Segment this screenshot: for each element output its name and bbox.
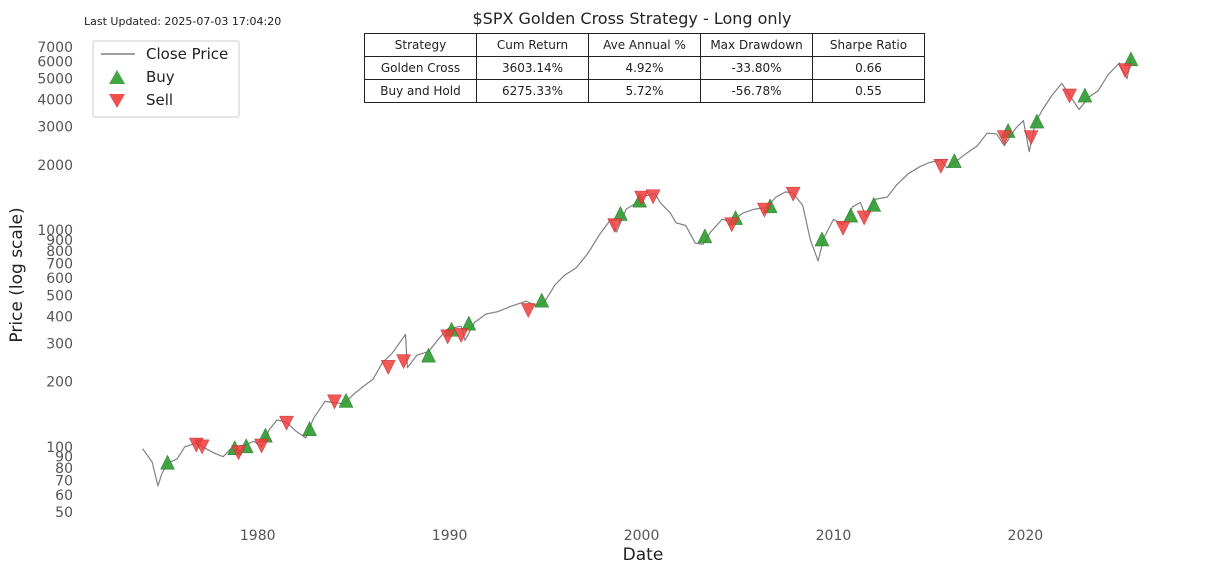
signal-markers xyxy=(160,51,1139,470)
y-tick-label: 400 xyxy=(46,309,73,325)
sell-marker xyxy=(645,189,661,205)
sell-marker xyxy=(785,186,801,202)
y-tick-label: 50 xyxy=(55,505,73,521)
sell-marker xyxy=(1117,63,1133,79)
sell-marker xyxy=(634,190,649,206)
stats-cell: 0.55 xyxy=(812,79,925,103)
stats-header-cell: Ave Annual % xyxy=(588,33,701,57)
legend-buy-label: Buy xyxy=(146,68,175,86)
buy-marker xyxy=(697,228,713,244)
sell-marker xyxy=(520,303,536,319)
x-axis-label: Date xyxy=(623,545,664,565)
y-tick-label: 200 xyxy=(46,375,73,391)
x-axis-ticks: 1980 1990 2000 2010 2020 xyxy=(240,528,1043,544)
buy-marker xyxy=(338,392,354,408)
legend-buy-marker xyxy=(109,70,125,84)
x-tick-label: 2000 xyxy=(624,528,660,544)
legend-sell-label: Sell xyxy=(146,91,173,109)
stats-header-cell: Strategy xyxy=(364,33,477,57)
stats-header-cell: Cum Return xyxy=(476,33,589,57)
buy-marker xyxy=(1077,87,1093,103)
stats-cell: Golden Cross xyxy=(364,56,477,80)
stats-header-cell: Max Drawdown xyxy=(700,33,813,57)
y-tick-label: 500 xyxy=(46,288,73,304)
sell-marker xyxy=(231,445,246,461)
y-tick-label: 600 xyxy=(46,271,73,287)
stats-cell: 3603.14% xyxy=(476,56,589,80)
sell-marker xyxy=(1023,130,1039,146)
buy-marker xyxy=(302,421,317,436)
buy-marker xyxy=(1029,113,1045,129)
stats-cell: 0.66 xyxy=(812,56,925,80)
buy-marker xyxy=(946,153,962,168)
stats-table: Strategy Cum Return Ave Annual % Max Dra… xyxy=(364,33,925,103)
stats-cell: Buy and Hold xyxy=(364,79,477,103)
sell-marker xyxy=(453,328,469,343)
stats-row: Buy and Hold 6275.33% 5.72% -56.78% 0.55 xyxy=(364,79,925,103)
sell-marker xyxy=(856,210,872,226)
last-updated-label: Last Updated: 2025-07-03 17:04:20 xyxy=(84,15,281,28)
y-tick-label: 60 xyxy=(55,488,73,504)
sell-marker xyxy=(396,354,411,370)
y-tick-label: 900 xyxy=(46,233,73,249)
sell-marker xyxy=(996,130,1012,146)
y-tick-label: 5000 xyxy=(37,72,73,88)
sell-marker xyxy=(933,159,949,174)
buy-marker xyxy=(421,347,436,363)
y-tick-label: 70 xyxy=(55,473,73,489)
y-tick-label: 90 xyxy=(55,450,73,466)
y-tick-label: 100 xyxy=(46,440,73,456)
sell-marker xyxy=(440,329,456,345)
buy-marker xyxy=(534,292,550,308)
y-tick-label: 80 xyxy=(55,461,73,477)
sell-marker xyxy=(380,360,396,375)
x-tick-label: 1990 xyxy=(432,528,468,544)
legend-box xyxy=(92,40,240,118)
sell-marker xyxy=(1062,88,1077,104)
stats-cell: -33.80% xyxy=(700,56,813,80)
sell-marker xyxy=(194,439,210,455)
sell-marker xyxy=(724,217,740,233)
y-tick-label: 1000 xyxy=(37,223,73,239)
y-tick-label: 7000 xyxy=(37,40,73,56)
x-tick-label: 2010 xyxy=(816,528,852,544)
legend-sell-marker xyxy=(109,94,125,108)
y-tick-label: 300 xyxy=(46,336,73,352)
buy-marker xyxy=(866,196,882,212)
buy-marker xyxy=(814,231,830,247)
legend: Close Price Buy Sell xyxy=(92,40,240,118)
x-tick-label: 1980 xyxy=(240,528,276,544)
stats-header-row: Strategy Cum Return Ave Annual % Max Dra… xyxy=(364,33,925,57)
stats-cell: 4.92% xyxy=(588,56,701,80)
sell-marker xyxy=(327,394,342,410)
y-tick-label: 6000 xyxy=(37,54,73,70)
x-tick-label: 2020 xyxy=(1008,528,1044,544)
stats-cell: 5.72% xyxy=(588,79,701,103)
buy-marker xyxy=(160,454,175,470)
sell-marker xyxy=(279,415,294,431)
y-tick-label: 800 xyxy=(46,244,73,260)
y-tick-label: 4000 xyxy=(37,93,73,109)
sell-marker xyxy=(254,438,269,454)
y-tick-label: 3000 xyxy=(37,120,73,136)
sell-marker xyxy=(756,202,772,218)
stats-row: Golden Cross 3603.14% 4.92% -33.80% 0.66 xyxy=(364,56,925,80)
chart-title: $SPX Golden Cross Strategy - Long only xyxy=(473,9,792,28)
stats-header-cell: Sharpe Ratio xyxy=(812,33,925,57)
sell-marker xyxy=(835,221,851,236)
buy-marker xyxy=(843,207,859,223)
stats-cell: 6275.33% xyxy=(476,79,589,103)
y-tick-label: 2000 xyxy=(37,158,73,174)
buy-marker xyxy=(461,315,477,331)
stats-cell: -56.78% xyxy=(700,79,813,103)
sell-marker xyxy=(607,218,623,234)
legend-close-label: Close Price xyxy=(146,45,228,63)
y-tick-label: 700 xyxy=(46,257,73,273)
y-axis-label: Price (log scale) xyxy=(7,207,27,342)
